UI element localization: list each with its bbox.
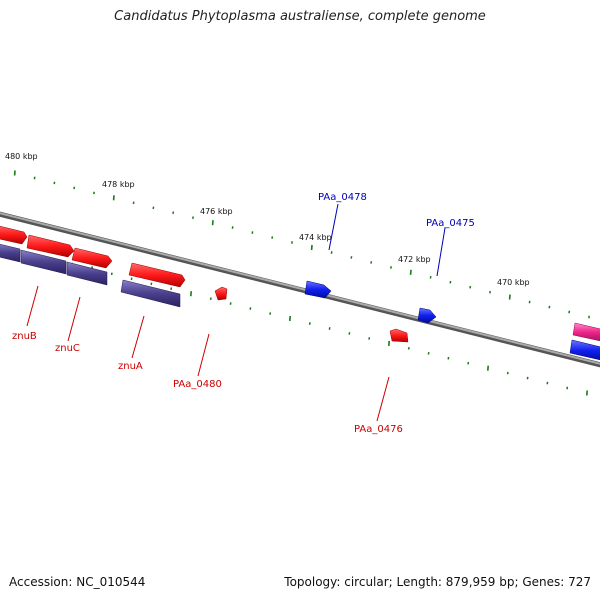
gene-label-znuA[interactable]: znuA bbox=[118, 361, 143, 372]
reverse-genes bbox=[0, 243, 181, 308]
scale-label-472: 472 kbp bbox=[398, 255, 431, 264]
gene-znuC-arrow[interactable] bbox=[26, 234, 75, 258]
scale-label-474: 474 kbp bbox=[299, 233, 332, 242]
pink-gene[interactable] bbox=[572, 322, 600, 342]
scale-label-478: 478 kbp bbox=[102, 180, 135, 189]
gene-label-znuB[interactable]: znuB bbox=[12, 331, 37, 342]
scale-label-470: 470 kbp bbox=[497, 278, 530, 287]
scale-label-480: 480 kbp bbox=[5, 152, 38, 161]
reverse-gene-blue-right[interactable] bbox=[569, 339, 600, 361]
gene-label-PAa_0478[interactable]: PAa_0478 bbox=[318, 192, 367, 203]
genome-backbone bbox=[0, 211, 600, 368]
gene-label-PAa_0475[interactable]: PAa_0475 bbox=[426, 218, 475, 229]
gene-znuA-arrow[interactable] bbox=[128, 262, 186, 288]
gene-znuB-arrow[interactable] bbox=[0, 225, 28, 245]
accession-label: Accession: NC_010544 bbox=[9, 575, 146, 589]
gene-znuC-arrow-2[interactable] bbox=[71, 247, 113, 269]
gene-PAa_0480-arrow[interactable] bbox=[214, 286, 228, 301]
label-leaders bbox=[26, 203, 446, 422]
gene-label-znuC[interactable]: znuC bbox=[55, 343, 80, 354]
forward-genes bbox=[0, 225, 409, 343]
reverse-gene-2[interactable] bbox=[20, 249, 67, 275]
blue-genes bbox=[304, 280, 600, 361]
gene-label-PAa_0476[interactable]: PAa_0476 bbox=[354, 424, 403, 435]
reverse-gene-3[interactable] bbox=[66, 261, 108, 286]
map-title: Candidatus Phytoplasma australiense, com… bbox=[114, 9, 486, 24]
gene-PAa_0478-arrow[interactable] bbox=[304, 280, 332, 299]
reverse-gene-1[interactable] bbox=[0, 243, 21, 263]
genome-summary: Topology: circular; Length: 879,959 bp; … bbox=[284, 575, 591, 589]
gene-label-PAa_0480[interactable]: PAa_0480 bbox=[173, 379, 222, 390]
reverse-gene-4[interactable] bbox=[120, 279, 181, 308]
scale-label-476: 476 kbp bbox=[200, 207, 233, 216]
outer-scale-ticks bbox=[13, 170, 590, 319]
gene-PAa_0475-arrow[interactable] bbox=[417, 307, 437, 324]
gene-PAa_0476-arrow[interactable] bbox=[389, 328, 409, 343]
